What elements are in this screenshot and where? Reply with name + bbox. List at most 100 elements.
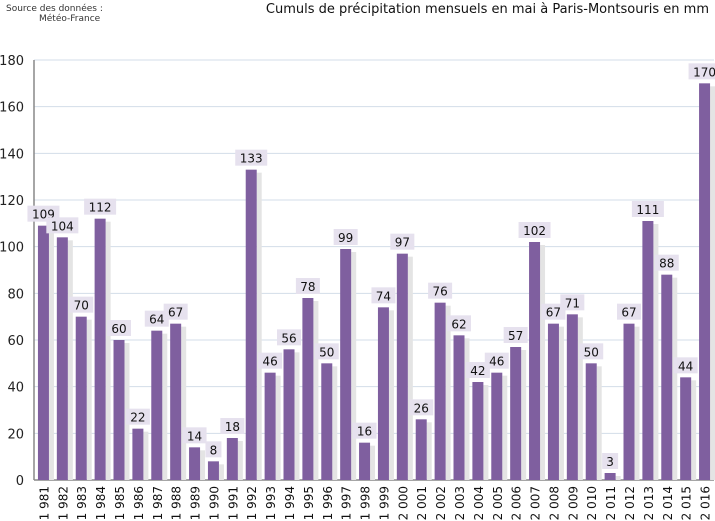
x-tick-label: 1 983 <box>75 486 89 520</box>
data-label-bg <box>409 399 434 416</box>
bar-shadow <box>540 245 546 480</box>
bar-shadow <box>464 338 470 480</box>
bar <box>264 372 276 480</box>
x-tick-label: 2 000 <box>396 486 410 520</box>
data-label-bg <box>182 427 207 444</box>
data-label-bg <box>503 327 528 343</box>
bar <box>207 461 219 480</box>
data-label-bg <box>617 303 641 320</box>
bar-shadow <box>445 305 451 480</box>
x-tick-label: 2 003 <box>453 486 467 520</box>
data-label: 60 <box>111 322 126 336</box>
x-tick-label: 1 990 <box>207 486 221 520</box>
data-label: 104 <box>51 219 74 233</box>
bar-shadow <box>200 450 206 480</box>
bar-shadow <box>237 441 243 480</box>
bar-shadow <box>256 172 262 480</box>
data-label-bg <box>277 329 301 346</box>
x-tick-label: 1 986 <box>132 486 146 520</box>
x-tick-label: 2 014 <box>661 486 675 520</box>
data-label: 97 <box>395 236 410 250</box>
data-label: 99 <box>338 231 353 245</box>
bar <box>302 298 314 480</box>
bar <box>170 323 182 480</box>
x-tick-label: 1 991 <box>226 486 240 520</box>
bar <box>113 340 125 480</box>
x-tick-label: 2 008 <box>547 486 561 520</box>
data-label-bg <box>69 296 94 313</box>
y-tick-label: 140 <box>0 147 24 162</box>
data-label-bg <box>654 254 679 271</box>
data-label: 46 <box>262 355 277 369</box>
data-label: 50 <box>319 345 334 359</box>
bar-shadow <box>370 445 376 480</box>
bar <box>680 377 692 480</box>
data-label: 170 <box>693 65 715 79</box>
y-tick-label: 120 <box>0 194 24 209</box>
data-label-bg <box>541 303 566 320</box>
data-label-bg <box>518 222 551 238</box>
data-label: 111 <box>636 203 659 217</box>
bar <box>453 335 465 480</box>
bar <box>359 442 371 480</box>
bar <box>491 372 503 480</box>
bar <box>604 473 616 480</box>
data-label: 42 <box>470 364 485 378</box>
data-label: 88 <box>659 257 674 271</box>
bar <box>37 225 49 480</box>
bar <box>56 237 68 480</box>
data-label-bg <box>371 287 396 304</box>
bar-shadow <box>426 422 432 480</box>
bar <box>699 83 711 480</box>
bar <box>340 249 352 480</box>
data-label-bg <box>333 229 358 245</box>
x-tick-label: 1 993 <box>264 486 278 520</box>
bar <box>189 447 201 480</box>
data-label-bg <box>484 352 509 369</box>
data-label: 67 <box>168 306 183 320</box>
data-label-bg <box>220 418 245 434</box>
x-tick-label: 1 988 <box>170 486 184 520</box>
data-label-bg <box>46 217 79 234</box>
x-tick-label: 2 002 <box>434 486 448 520</box>
bar <box>510 347 522 480</box>
bar-shadow <box>596 366 602 480</box>
bar-shadow <box>86 319 92 480</box>
x-tick-label: 1 995 <box>302 486 316 520</box>
bar-shadow <box>143 431 149 480</box>
data-label-bg <box>673 357 698 374</box>
data-label-bg <box>163 303 188 320</box>
data-label: 62 <box>451 317 466 331</box>
y-tick-label: 80 <box>7 287 24 302</box>
data-label: 64 <box>149 313 164 327</box>
bar <box>377 307 389 480</box>
data-label-bg <box>84 198 117 215</box>
bar <box>472 382 484 480</box>
x-tick-label: 1 992 <box>245 486 259 520</box>
bar-shadow <box>521 350 527 480</box>
bar-shadow <box>181 326 187 480</box>
x-tick-label: 2 012 <box>623 486 637 520</box>
data-label: 102 <box>523 224 546 238</box>
data-label-bg <box>144 310 169 327</box>
bar <box>132 428 144 480</box>
bar <box>226 438 238 480</box>
bar-shadow <box>218 464 224 480</box>
data-label: 16 <box>357 425 372 439</box>
x-tick-label: 1 987 <box>151 486 165 520</box>
data-label-bg <box>631 201 664 217</box>
y-tick-label: 160 <box>0 101 24 116</box>
bar <box>415 419 427 480</box>
data-label-bg <box>560 294 585 311</box>
x-tick-label: 2 010 <box>585 486 599 520</box>
bar-shadow <box>332 366 338 480</box>
bar <box>547 323 559 480</box>
x-tick-label: 1 984 <box>94 486 108 520</box>
y-tick-label: 100 <box>0 241 24 256</box>
bar-shadow <box>48 228 54 480</box>
x-tick-label: 2 015 <box>680 486 694 520</box>
data-label: 71 <box>565 296 580 310</box>
bar-shadow <box>502 375 508 480</box>
bar-shadow <box>294 352 300 480</box>
